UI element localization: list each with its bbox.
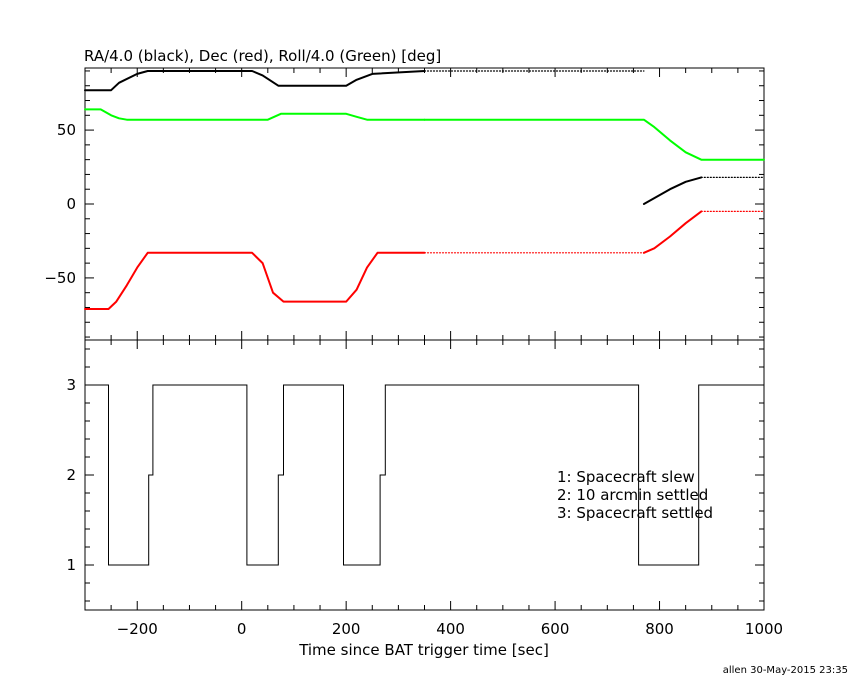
series-dec-line xyxy=(642,210,703,254)
legend-entry: 1: Spacecraft slew xyxy=(557,468,695,486)
top-panel-ticks: −50 0 50 xyxy=(44,68,765,340)
x-axis-label: Time since BAT trigger time [sec] xyxy=(298,641,549,659)
top-panel: RA/4.0 (black), Dec (red), Roll/4.0 (Gre… xyxy=(44,47,765,341)
x-tick-label: −200 xyxy=(117,620,158,638)
bottom-panel-ticks: −200 0 200 400 600 800 1000 1 2 3 xyxy=(66,340,783,638)
x-tick-label: 400 xyxy=(436,620,465,638)
series-ra-4-0-line xyxy=(642,176,703,205)
footer-stamp: allen 30-May-2015 23:35 xyxy=(723,665,848,676)
top-panel-y-tick-label: 50 xyxy=(57,121,76,139)
series-roll-4-0-line xyxy=(84,108,426,121)
x-tick-label: 0 xyxy=(237,620,247,638)
legend-entry: 2: 10 arcmin settled xyxy=(557,486,708,504)
x-tick-label: 1000 xyxy=(745,620,783,638)
x-tick-label: 200 xyxy=(332,620,361,638)
top-panel-title: RA/4.0 (black), Dec (red), Roll/4.0 (Gre… xyxy=(84,47,441,65)
x-tick-label: 800 xyxy=(645,620,674,638)
bottom-panel-y-tick-label: 2 xyxy=(66,466,76,484)
x-tick-label: 600 xyxy=(541,620,570,638)
legend-entry: 3: Spacecraft settled xyxy=(557,504,713,522)
bottom-panel-series xyxy=(85,384,764,566)
top-panel-y-tick-label: 0 xyxy=(66,195,76,213)
top-panel-y-tick-label: −50 xyxy=(44,269,76,287)
series-roll-4-0-line xyxy=(423,118,765,161)
spacecraft-state-line xyxy=(85,384,764,566)
top-panel-frame xyxy=(84,67,765,341)
series-ra-4-0-line xyxy=(84,70,426,92)
bottom-panel-y-tick-label: 1 xyxy=(66,556,76,574)
bottom-panel-y-tick-label: 3 xyxy=(66,376,76,394)
bottom-panel: −200 0 200 400 600 800 1000 1 2 3 1: Spacecraft s… xyxy=(66,339,783,659)
top-panel-series xyxy=(84,70,765,310)
series-dec-line xyxy=(84,251,426,310)
